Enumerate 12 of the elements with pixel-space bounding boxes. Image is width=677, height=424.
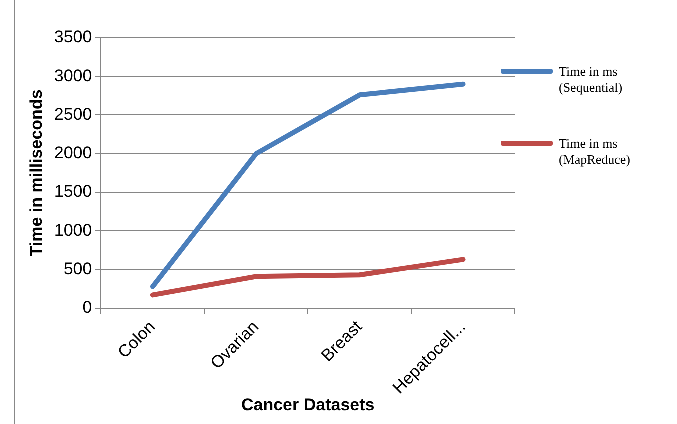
legend-label: Time in ms (MapReduce) xyxy=(559,136,632,168)
y-axis-title: Time in milliseconds xyxy=(26,90,46,257)
y-tick-label: 1500 xyxy=(54,182,92,202)
y-tick-label: 500 xyxy=(64,259,92,278)
y-tick-label: 3500 xyxy=(54,28,92,47)
y-tick-label: 3000 xyxy=(54,66,92,86)
y-tick-label: 0 xyxy=(82,298,92,318)
y-tick-label: 2500 xyxy=(54,104,92,124)
y-tick-label: 2000 xyxy=(54,144,92,163)
legend-label: Time in ms (Sequential) xyxy=(559,64,624,96)
y-tick-label: 1000 xyxy=(54,220,92,240)
x-axis-title: Cancer Datasets xyxy=(241,395,375,414)
